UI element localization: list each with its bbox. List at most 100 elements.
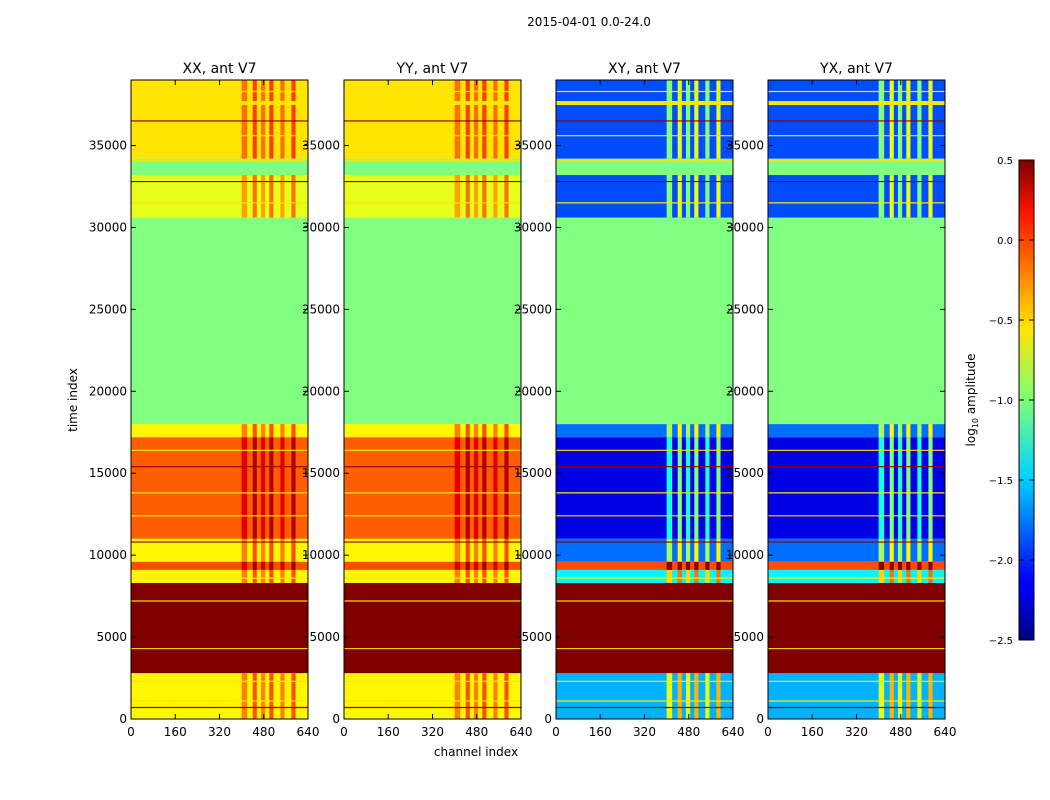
- channel-stripe: [269, 561, 274, 570]
- channel-stripe: [677, 569, 682, 584]
- channel-stripe: [473, 437, 479, 539]
- channel-stripe: [917, 569, 922, 584]
- channel-stripe: [280, 561, 285, 570]
- channel-stripe: [454, 538, 461, 562]
- y-tick-label: 30000: [302, 220, 340, 234]
- channel-stripe: [241, 569, 248, 584]
- channel-stripe: [493, 538, 498, 562]
- y-tick-label: 35000: [726, 139, 764, 153]
- x-tick-label: 160: [589, 725, 612, 739]
- y-tick-label: 5000: [521, 630, 552, 644]
- channel-stripe: [493, 437, 498, 539]
- channel-stripe: [260, 561, 266, 570]
- channel-stripe: [716, 424, 721, 438]
- channel-stripe: [677, 673, 682, 719]
- y-tick-label: 20000: [726, 384, 764, 398]
- panel-xy: XY, ant V7 0 160 320 480 640 0 5000 10000 15000 20…: [514, 61, 745, 739]
- time-band: [344, 561, 521, 570]
- channel-stripe: [705, 175, 710, 218]
- colorbar-tick-label: −1.0: [989, 396, 1013, 407]
- channel-stripe: [906, 80, 911, 159]
- channel-stripe: [694, 80, 699, 159]
- x-tick-label: 320: [421, 725, 444, 739]
- channel-stripe: [694, 437, 699, 539]
- channel-stripe: [482, 673, 487, 719]
- channel-stripe: [666, 538, 673, 562]
- x-tick-label: 640: [297, 725, 320, 739]
- channel-stripe: [889, 80, 894, 159]
- channel-stripe: [291, 561, 296, 570]
- channel-stripe: [694, 561, 699, 570]
- channel-stripe: [878, 80, 885, 159]
- time-band: [768, 583, 945, 674]
- channel-stripe: [705, 673, 710, 719]
- x-tick-label: 160: [164, 725, 187, 739]
- heatmap-cells: [131, 80, 308, 719]
- channel-stripe: [280, 80, 285, 159]
- x-axis-label: channel index: [434, 745, 518, 759]
- x-tick-label: 640: [722, 725, 745, 739]
- channel-stripe: [252, 80, 257, 159]
- channel-stripe: [685, 561, 691, 570]
- channel-stripe: [482, 538, 487, 562]
- channel-stripe: [716, 673, 721, 719]
- y-tick-label: 35000: [302, 139, 340, 153]
- x-tick-label: 640: [934, 725, 957, 739]
- y-tick-label: 15000: [514, 466, 552, 480]
- channel-stripe: [897, 437, 903, 539]
- channel-stripe: [897, 673, 903, 719]
- channel-stripe: [465, 569, 470, 584]
- channel-stripe: [482, 80, 487, 159]
- panel-yx: YX, ant V7 0 160 320 480 640 0 5000 10000 15000 20…: [726, 61, 957, 739]
- channel-stripe: [280, 673, 285, 719]
- y-tick-label: 10000: [89, 548, 127, 562]
- time-band: [131, 583, 308, 674]
- channel-stripe: [677, 437, 682, 539]
- y-tick-label: 35000: [514, 139, 552, 153]
- channel-stripe: [482, 561, 487, 570]
- time-band: [768, 437, 945, 539]
- channel-stripe: [454, 424, 461, 438]
- channel-stripe: [716, 538, 721, 562]
- y-tick-label: 25000: [514, 302, 552, 316]
- channel-stripe: [241, 538, 248, 562]
- channel-stripe: [906, 538, 911, 562]
- channel-stripe: [677, 80, 682, 159]
- channel-stripe: [504, 561, 509, 570]
- y-tick-label: 0: [119, 712, 127, 726]
- channel-stripe: [473, 569, 479, 584]
- channel-stripe: [493, 569, 498, 584]
- channel-stripe: [493, 175, 498, 218]
- channel-stripe: [504, 175, 509, 218]
- colorbar-label: log10 amplitude: [964, 354, 980, 447]
- y-tick-label: 30000: [726, 220, 764, 234]
- channel-stripe: [917, 175, 922, 218]
- y-tick-label: 30000: [514, 220, 552, 234]
- y-tick-label: 0: [756, 712, 764, 726]
- channel-stripe: [928, 80, 933, 159]
- time-band: [131, 561, 308, 570]
- channel-stripe: [705, 538, 710, 562]
- channel-stripe: [677, 538, 682, 562]
- y-tick-label: 30000: [89, 220, 127, 234]
- x-tick-label: 0: [127, 725, 135, 739]
- channel-stripe: [454, 437, 461, 539]
- y-tick-label: 5000: [309, 630, 340, 644]
- channel-stripe: [685, 424, 691, 438]
- channel-stripe: [906, 561, 911, 570]
- channel-stripe: [889, 561, 894, 570]
- channel-stripe: [252, 175, 257, 218]
- channel-stripe: [928, 437, 933, 539]
- time-band: [556, 158, 733, 176]
- channel-stripe: [917, 437, 922, 539]
- channel-stripe: [685, 175, 691, 218]
- channel-stripe: [291, 673, 296, 719]
- channel-stripe: [897, 538, 903, 562]
- channel-stripe: [241, 561, 248, 570]
- channel-stripe: [241, 673, 248, 719]
- channel-stripe: [917, 561, 922, 570]
- time-band: [344, 158, 521, 176]
- time-band: [768, 217, 945, 425]
- channel-stripe: [473, 673, 479, 719]
- y-axis-label: time index: [66, 368, 80, 432]
